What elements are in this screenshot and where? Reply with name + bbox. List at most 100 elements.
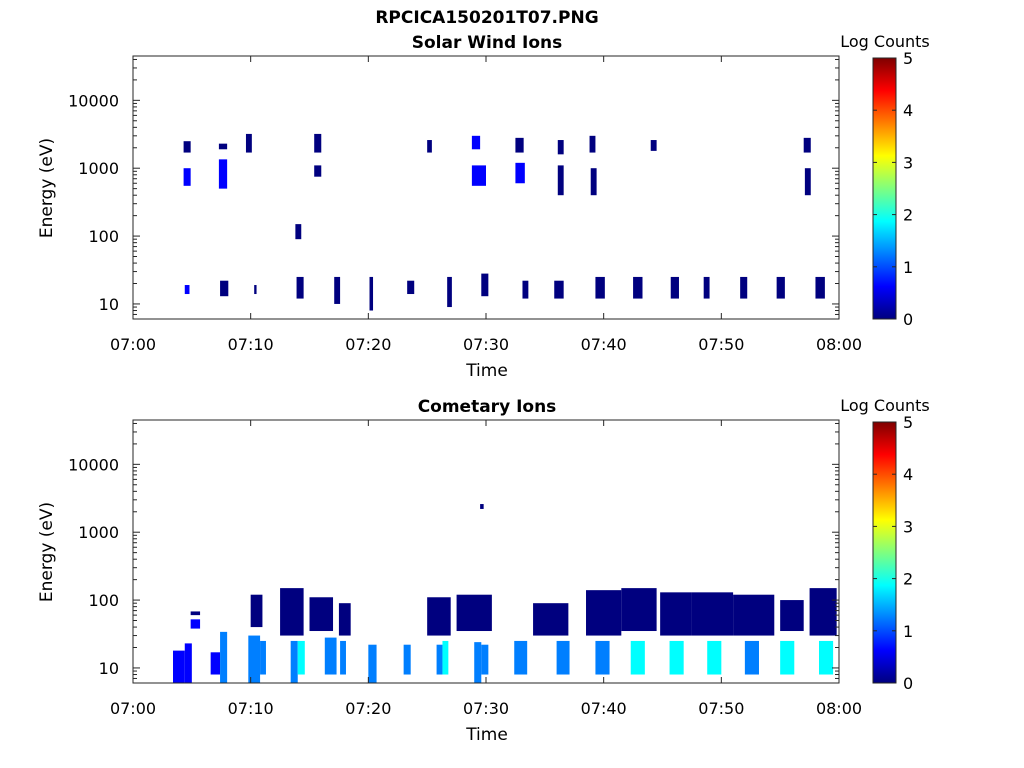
solar-wind-panel: Solar Wind Ions 07:00 07:10 07:20 07:30 07:4… bbox=[37, 32, 930, 381]
heatmap-cell bbox=[650, 140, 657, 151]
cometary-plot-area bbox=[133, 420, 839, 683]
heatmap-cell bbox=[338, 603, 351, 636]
heatmap-cell bbox=[480, 504, 484, 509]
x-tick-label: 07:40 bbox=[581, 699, 627, 718]
heatmap-cell bbox=[803, 137, 811, 153]
heatmap-cell bbox=[669, 640, 684, 675]
cometary-xlabel: Time bbox=[465, 725, 508, 745]
heatmap-cell bbox=[314, 165, 322, 177]
y-tick-label: 10 bbox=[99, 659, 119, 678]
heatmap-cell bbox=[220, 631, 228, 683]
heatmap-cell bbox=[296, 276, 304, 299]
heatmap-cell bbox=[522, 280, 529, 299]
x-tick-label: 07:10 bbox=[228, 699, 274, 718]
y-tick-label: 100 bbox=[88, 227, 119, 246]
colorbar-tick-label: 3 bbox=[903, 153, 913, 172]
x-tick-label: 07:30 bbox=[463, 699, 509, 718]
heatmap-cell bbox=[254, 285, 257, 295]
heatmap-cell bbox=[780, 600, 804, 632]
heatmap-cell bbox=[340, 640, 346, 675]
heatmap-cell bbox=[733, 594, 775, 636]
heatmap-cell bbox=[621, 588, 657, 632]
solar-wind-heatmap-cells bbox=[183, 133, 825, 311]
heatmap-cell bbox=[660, 592, 692, 636]
heatmap-cell bbox=[250, 594, 263, 628]
colorbar-tick-label: 5 bbox=[903, 413, 913, 432]
heatmap-cell bbox=[218, 143, 228, 150]
heatmap-cell bbox=[220, 280, 229, 297]
heatmap-cell bbox=[809, 588, 837, 636]
heatmap-cell bbox=[744, 640, 759, 675]
heatmap-cell bbox=[368, 644, 377, 683]
x-tick-label: 07:40 bbox=[581, 335, 627, 354]
heatmap-cell bbox=[309, 597, 334, 632]
cometary-panel: Cometary Ions 07:00 07:10 07:20 07:30 07:40 0… bbox=[37, 396, 930, 745]
heatmap-cell bbox=[456, 594, 492, 632]
heatmap-cell bbox=[210, 652, 221, 675]
heatmap-cell bbox=[280, 588, 304, 636]
heatmap-cell bbox=[556, 640, 570, 675]
heatmap-cell bbox=[533, 603, 569, 636]
heatmap-cell bbox=[324, 637, 337, 675]
solar-wind-ticks: 07:00 07:10 07:20 07:30 07:40 07:50 08:00 10 100… bbox=[68, 56, 862, 354]
x-tick-label: 07:10 bbox=[228, 335, 274, 354]
heatmap-cell bbox=[471, 165, 486, 186]
solar-wind-colorbar bbox=[872, 57, 897, 320]
x-tick-label: 08:00 bbox=[816, 335, 862, 354]
cometary-colorbar-ticks: 0 1 2 3 4 5 bbox=[873, 413, 913, 693]
heatmap-cell bbox=[184, 643, 192, 683]
x-tick-label: 08:00 bbox=[816, 699, 862, 718]
colorbar-tick-label: 0 bbox=[903, 310, 913, 329]
heatmap-cell bbox=[589, 135, 596, 153]
heatmap-cell bbox=[776, 276, 785, 299]
heatmap-cell bbox=[260, 640, 266, 675]
cometary-colorbar-label: Log Counts bbox=[840, 396, 930, 415]
x-tick-label: 07:00 bbox=[110, 699, 156, 718]
heatmap-cell bbox=[630, 640, 645, 675]
y-tick-label: 10 bbox=[99, 295, 119, 314]
heatmap-cell bbox=[670, 276, 679, 299]
solar-wind-colorbar-ticks: 0 1 2 3 4 5 bbox=[873, 49, 913, 329]
x-tick-label: 07:30 bbox=[463, 335, 509, 354]
heatmap-cell bbox=[557, 140, 564, 155]
heatmap-cell bbox=[707, 640, 722, 675]
solar-wind-ylabel: Energy (eV) bbox=[37, 138, 57, 238]
heatmap-cell bbox=[403, 644, 411, 675]
heatmap-cell bbox=[173, 650, 185, 683]
heatmap-cell bbox=[190, 619, 201, 629]
solar-wind-title: Solar Wind Ions bbox=[412, 33, 563, 53]
heatmap-cell bbox=[183, 141, 191, 153]
heatmap-cell bbox=[703, 276, 710, 299]
heatmap-cell bbox=[436, 644, 443, 675]
heatmap-cell bbox=[780, 640, 795, 675]
colorbar-tick-label: 2 bbox=[903, 570, 913, 589]
heatmap-cell bbox=[474, 642, 482, 683]
y-tick-label: 1000 bbox=[78, 159, 119, 178]
colorbar-tick-label: 2 bbox=[903, 206, 913, 225]
cometary-colorbar bbox=[872, 421, 897, 684]
x-tick-label: 07:20 bbox=[345, 699, 391, 718]
heatmap-cell bbox=[369, 276, 374, 311]
solar-wind-colorbar-label: Log Counts bbox=[840, 32, 930, 51]
cometary-title: Cometary Ions bbox=[418, 397, 557, 417]
heatmap-cell bbox=[740, 276, 748, 299]
x-tick-label: 07:00 bbox=[110, 335, 156, 354]
colorbar-tick-label: 0 bbox=[903, 674, 913, 693]
heatmap-cell bbox=[818, 640, 834, 675]
heatmap-cell bbox=[190, 611, 201, 616]
heatmap-cell bbox=[314, 133, 322, 153]
heatmap-cell bbox=[297, 640, 305, 675]
x-tick-label: 07:50 bbox=[698, 699, 744, 718]
heatmap-cell bbox=[633, 276, 643, 299]
colorbar-tick-label: 1 bbox=[903, 258, 913, 277]
heatmap-cell bbox=[804, 168, 811, 196]
colorbar-tick-label: 5 bbox=[903, 49, 913, 68]
heatmap-cell bbox=[290, 640, 298, 683]
y-tick-label: 100 bbox=[88, 591, 119, 610]
heatmap-cell bbox=[481, 273, 489, 297]
colorbar-tick-label: 4 bbox=[903, 101, 913, 120]
heatmap-cell bbox=[183, 168, 191, 186]
heatmap-cell bbox=[427, 597, 451, 636]
heatmap-cell bbox=[218, 159, 228, 189]
